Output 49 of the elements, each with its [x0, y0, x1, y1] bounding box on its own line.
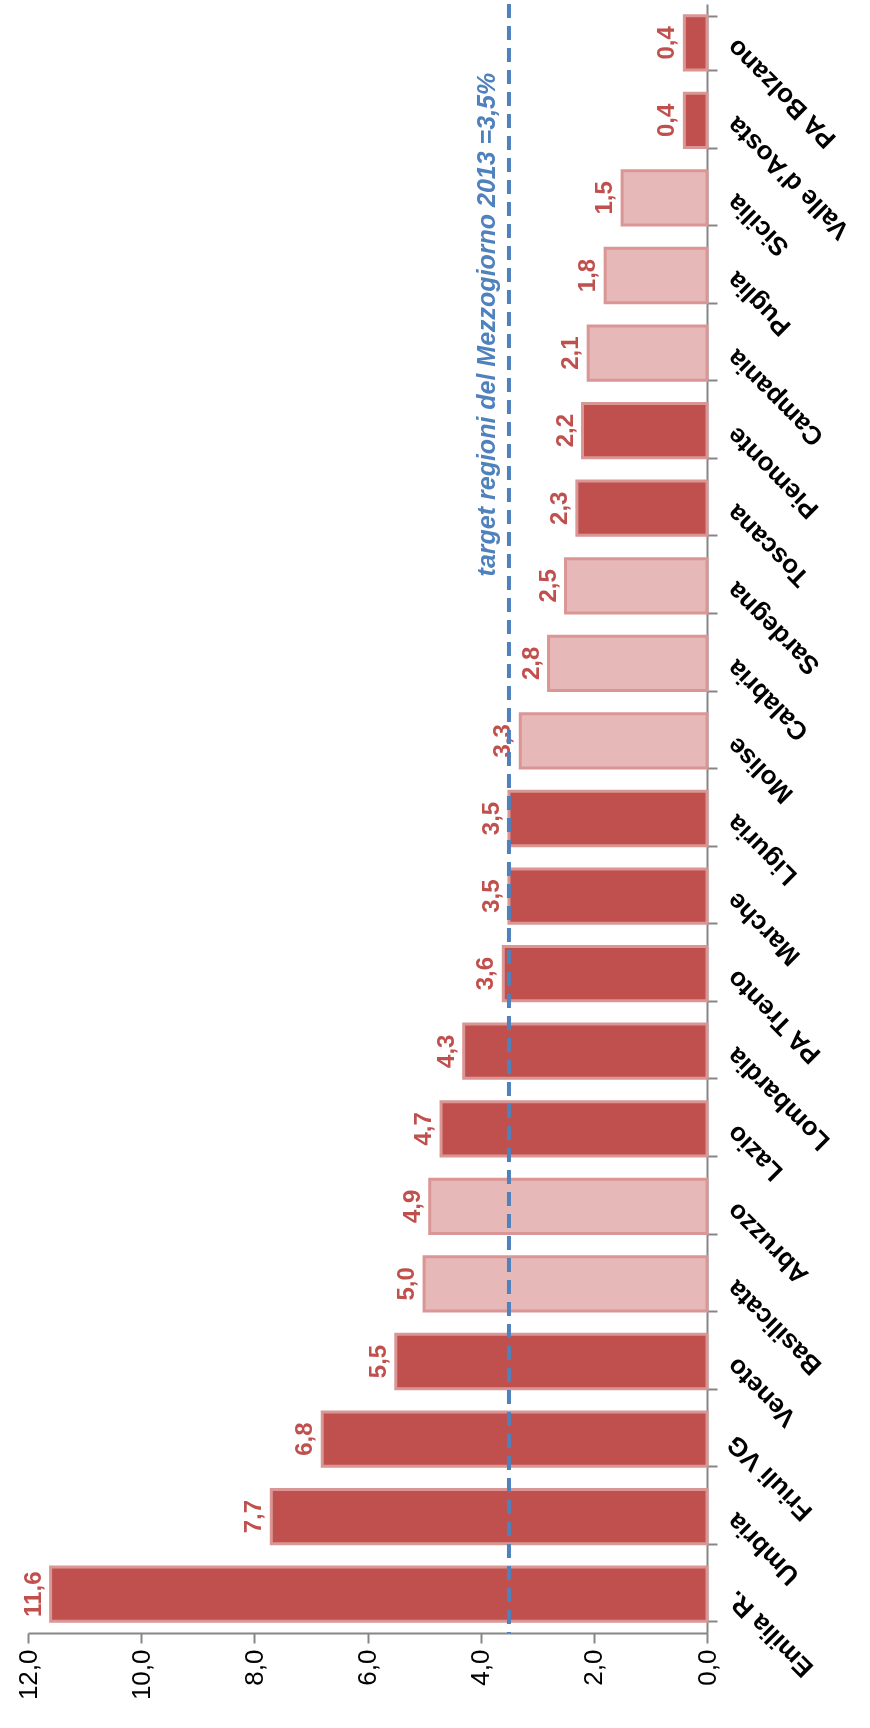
- bar: [682, 91, 709, 150]
- data-label: 11,6: [18, 1571, 46, 1617]
- data-label: 4,7: [409, 1112, 437, 1146]
- bar: [518, 712, 709, 770]
- bar: [394, 1332, 709, 1391]
- bar: [682, 14, 709, 72]
- x-tick-label: 2,0: [578, 1649, 609, 1686]
- data-label: 4,9: [397, 1189, 425, 1224]
- bar: [586, 324, 709, 382]
- data-label: 5,5: [363, 1344, 391, 1379]
- bar: [439, 1100, 709, 1158]
- data-label: 2,2: [550, 413, 578, 448]
- data-label: 2,5: [533, 569, 561, 603]
- ref-line-label: target regioni del Mezzogiorno 2013 =3,5%: [471, 72, 500, 577]
- bar: [507, 867, 709, 925]
- data-label: 4,3: [431, 1034, 459, 1068]
- data-label: 3,5: [476, 801, 504, 836]
- bar: [49, 1565, 709, 1623]
- data-label: 7,7: [239, 1499, 267, 1534]
- x-tick-label: 10,0: [125, 1649, 156, 1701]
- data-label: 1,5: [590, 181, 618, 215]
- data-label: 3,5: [476, 879, 504, 913]
- x-tick-label: 6,0: [352, 1649, 382, 1686]
- bar: [547, 634, 709, 693]
- bar: [422, 1255, 709, 1313]
- bar: [620, 169, 709, 227]
- data-label: 5,0: [392, 1267, 420, 1301]
- data-label: 2,3: [544, 491, 572, 525]
- bar: [428, 1177, 709, 1236]
- data-label: 2,8: [516, 646, 544, 681]
- bar: [269, 1487, 709, 1546]
- bar: [564, 557, 709, 615]
- bar: [581, 401, 709, 460]
- bar: [501, 944, 709, 1003]
- x-tick-label: 12,0: [12, 1649, 43, 1701]
- bar: [462, 1022, 709, 1080]
- data-label: 3,6: [471, 956, 499, 991]
- data-label: 6,8: [290, 1422, 318, 1456]
- bar: [575, 479, 709, 537]
- bar: [507, 789, 709, 848]
- bar: [603, 246, 709, 305]
- data-label: 1,8: [573, 258, 601, 293]
- bar: [320, 1410, 709, 1468]
- x-tick-label: 0,0: [691, 1649, 722, 1686]
- x-tick-label: 4,0: [465, 1649, 496, 1686]
- x-tick-label: 8,0: [238, 1649, 269, 1686]
- data-label: 2,1: [556, 336, 584, 370]
- data-label: 0,4: [652, 25, 680, 60]
- data-label: 0,4: [652, 103, 680, 138]
